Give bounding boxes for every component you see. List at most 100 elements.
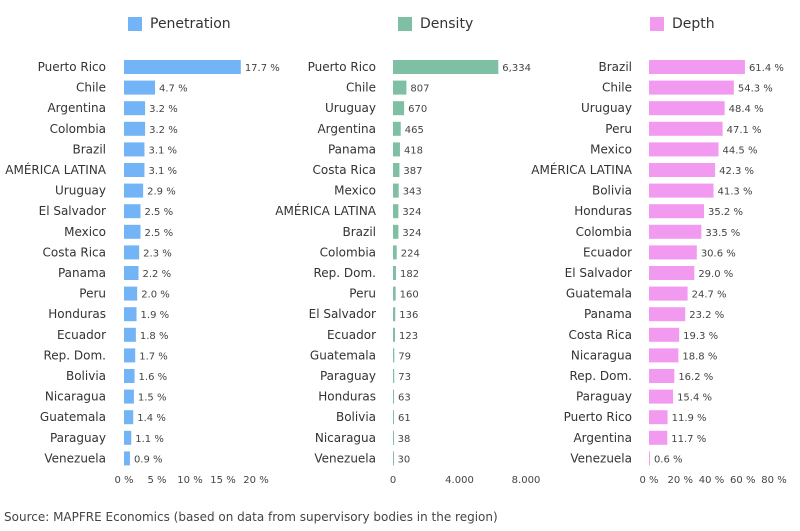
density-category-label: Ecuador — [327, 328, 376, 342]
density-tick-label: 0 — [390, 475, 396, 486]
penetration-bar — [124, 307, 137, 322]
depth-value-label: 18.8 % — [682, 351, 717, 362]
penetration-value-label: 4.7 % — [159, 84, 188, 95]
depth-value-label: 11.9 % — [672, 413, 707, 424]
density-category-label: Peru — [349, 287, 376, 301]
penetration-value-label: 3.1 % — [148, 145, 177, 156]
density-category-label: Argentina — [317, 122, 376, 136]
depth-value-label: 11.7 % — [671, 434, 706, 445]
depth-bar — [649, 80, 734, 95]
legend-swatch-depth — [650, 17, 664, 31]
density-value-label: 136 — [399, 310, 418, 321]
depth-category-label: Bolivia — [592, 184, 632, 198]
depth-bar — [649, 224, 702, 239]
density-bar — [393, 121, 401, 136]
penetration-bar — [124, 410, 134, 425]
penetration-value-label: 2.5 % — [145, 207, 174, 218]
density-value-label: 418 — [404, 145, 423, 156]
depth-value-label: 19.3 % — [683, 331, 718, 342]
depth-value-label: 29.0 % — [698, 269, 733, 280]
penetration-value-label: 2.2 % — [143, 269, 172, 280]
penetration-tick-label: 5 % — [147, 475, 166, 486]
penetration-category-label: Honduras — [48, 307, 106, 321]
penetration-value-label: 1.5 % — [138, 393, 167, 404]
depth-value-label: 47.1 % — [727, 125, 762, 136]
density-category-label: Uruguay — [325, 101, 376, 115]
penetration-value-label: 3.2 % — [149, 125, 178, 136]
density-category-label: Panama — [328, 142, 376, 156]
penetration-category-label: Panama — [58, 266, 106, 280]
density-value-label: 79 — [398, 351, 411, 362]
penetration-category-label: Chile — [76, 81, 106, 95]
density-category-label: Costa Rica — [313, 163, 376, 177]
penetration-category-label: Nicaragua — [45, 390, 106, 404]
depth-value-label: 0.6 % — [654, 454, 683, 465]
density-bar — [393, 410, 395, 425]
penetration-bar — [124, 430, 132, 445]
density-category-label: Bolivia — [336, 410, 376, 424]
legend-swatch-penetration — [128, 17, 142, 31]
penetration-category-label: Uruguay — [55, 184, 106, 198]
depth-bar — [649, 266, 695, 280]
depth-category-label: Colombia — [576, 225, 632, 239]
penetration-bar — [124, 142, 145, 157]
penetration-value-label: 3.2 % — [149, 104, 178, 115]
penetration-bar — [124, 369, 135, 383]
penetration-category-label: Argentina — [47, 101, 106, 115]
density-tick-label: 8.000 — [512, 475, 541, 486]
depth-tick-label: 60 % — [730, 475, 755, 486]
depth-category-label: Chile — [602, 81, 632, 95]
depth-value-label: 48.4 % — [729, 104, 764, 115]
penetration-bar — [124, 266, 139, 280]
depth-category-label: Rep. Dom. — [569, 369, 632, 383]
density-bar — [393, 286, 396, 301]
depth-value-label: 41.3 % — [718, 187, 753, 198]
depth-category-label: Argentina — [573, 431, 632, 445]
penetration-value-label: 2.9 % — [147, 187, 176, 198]
legend-item-density: Density — [398, 16, 473, 32]
density-bar — [393, 389, 395, 404]
density-category-label: AMÉRICA LATINA — [275, 203, 377, 218]
penetration-bar — [124, 224, 141, 239]
depth-bar — [649, 307, 686, 322]
depth-tick-label: 40 % — [699, 475, 724, 486]
density-category-label: Chile — [346, 81, 376, 95]
depth-bar — [649, 204, 704, 219]
depth-bar — [649, 101, 725, 116]
depth-category-label: Puerto Rico — [564, 410, 632, 424]
penetration-category-label: Brazil — [73, 142, 107, 156]
depth-bar — [649, 245, 697, 260]
depth-value-label: 44.5 % — [723, 145, 758, 156]
density-bar — [393, 245, 397, 260]
penetration-category-label: Costa Rica — [43, 245, 106, 259]
depth-bar — [649, 327, 680, 342]
legend-swatch-density — [398, 17, 412, 31]
depth-value-label: 61.4 % — [749, 63, 784, 74]
density-bar — [393, 224, 399, 239]
depth-category-label: Paraguay — [576, 390, 632, 404]
density-value-label: 182 — [400, 269, 419, 280]
penetration-bar — [124, 286, 138, 301]
depth-value-label: 35.2 % — [708, 207, 743, 218]
penetration-value-label: 1.1 % — [135, 434, 164, 445]
density-category-label: El Salvador — [309, 307, 376, 321]
penetration-category-label: El Salvador — [39, 204, 106, 218]
density-category-label: Puerto Rico — [308, 60, 376, 74]
penetration-bar — [124, 204, 141, 219]
density-category-label: Nicaragua — [315, 431, 376, 445]
legend-label-penetration: Penetration — [150, 16, 231, 32]
penetration-bar — [124, 245, 140, 260]
density-bar — [393, 307, 396, 322]
penetration-bar — [124, 80, 156, 95]
penetration-category-label: Ecuador — [57, 328, 106, 342]
depth-category-label: Venezuela — [570, 451, 632, 465]
penetration-category-label: Peru — [79, 287, 106, 301]
density-value-label: 160 — [400, 290, 419, 301]
penetration-bar — [124, 121, 146, 136]
legend-label-depth: Depth — [672, 16, 715, 32]
density-bar — [393, 101, 405, 116]
density-value-label: 807 — [410, 84, 429, 95]
density-bar — [393, 163, 400, 177]
density-value-label: 38 — [398, 434, 411, 445]
density-category-label: Guatemala — [310, 348, 376, 362]
